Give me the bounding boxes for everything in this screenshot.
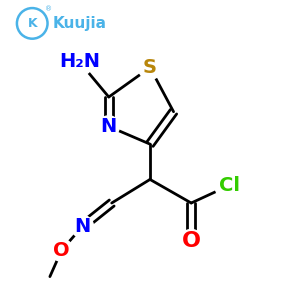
Text: Kuujia: Kuujia [53,16,107,31]
Circle shape [215,171,244,200]
Circle shape [71,215,94,238]
Circle shape [50,239,73,261]
Circle shape [65,47,94,76]
Text: ®: ® [45,7,52,13]
Text: Cl: Cl [219,176,240,195]
Circle shape [179,230,203,253]
Circle shape [98,116,119,137]
Text: O: O [53,241,70,260]
Text: N: N [101,117,117,136]
Text: N: N [74,217,90,236]
Text: O: O [182,231,201,251]
Text: S: S [143,58,157,77]
Text: H₂N: H₂N [59,52,100,71]
Text: K: K [27,17,37,30]
Circle shape [138,56,162,79]
